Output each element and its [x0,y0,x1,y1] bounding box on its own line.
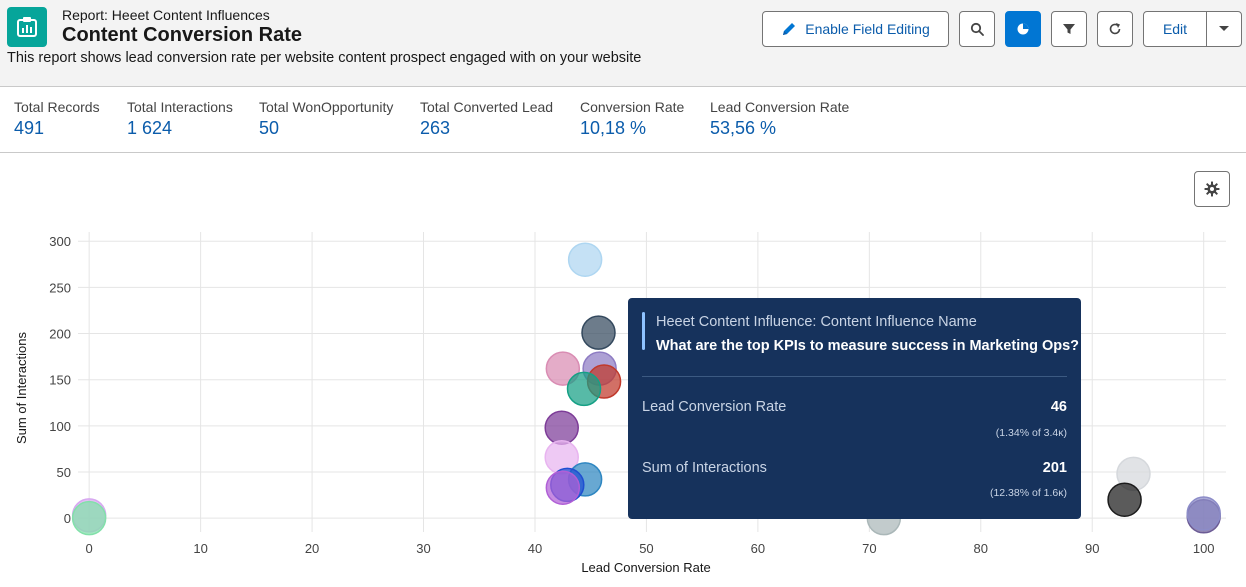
x-tick-label: 10 [193,541,207,556]
summary-bar: Total Records 491 Total Interactions 1 6… [0,88,1246,153]
refresh-button[interactable] [1097,11,1133,47]
stat-label: Total WonOpportunity [259,99,394,115]
refresh-icon [1109,23,1121,35]
scatter-point[interactable] [1107,482,1142,517]
scatter-point[interactable] [71,500,107,536]
stat-value: 53,56 % [710,118,777,138]
scatter-point[interactable] [1186,496,1221,531]
y-tick-label: 100 [49,419,71,434]
scatter-point[interactable] [545,470,581,505]
y-tick-label: 0 [64,511,71,526]
page-title: Content Conversion Rate [62,24,303,46]
stat-value: 1 624 [127,118,173,138]
stat-total-interactions: Total Interactions 1 624 [127,99,233,139]
y-tick-label: 300 [49,234,71,249]
enable-field-editing-button[interactable]: Enable Field Editing [762,11,949,47]
x-tick-label: 20 [305,541,319,556]
edit-button[interactable]: Edit [1143,11,1207,47]
tooltip-row-share: (1.34% of 3.4ᴋ) [995,427,1067,439]
y-tick-label: 250 [49,280,71,295]
x-axis-label: Lead Conversion Rate [581,560,710,575]
x-tick-label: 90 [1085,541,1099,556]
tooltip-row-label: Lead Conversion Rate [642,399,787,415]
y-tick-label: 200 [49,327,71,342]
y-tick-label: 150 [49,373,71,388]
stat-label: Total Interactions [127,99,233,115]
stat-conversion-rate: Conversion Rate 10,18 % [580,99,684,139]
x-tick-label: 60 [751,541,765,556]
tooltip-row-value: 46 [1050,399,1067,415]
tooltip-accent-bar [642,312,645,350]
report-header: Report: Heeet Content Influences Content… [0,0,1246,87]
edit-menu-button[interactable] [1206,11,1242,47]
stat-label: Lead Conversion Rate [710,99,850,115]
scatter-point[interactable] [581,315,616,350]
filter-icon [1063,24,1075,34]
chart-toggle-button[interactable] [1005,11,1041,47]
scatter-point[interactable] [566,371,602,407]
stat-label: Total Records [14,99,100,115]
stat-total-converted-lead: Total Converted Lead 263 [420,99,553,139]
scatter-point[interactable] [544,410,579,445]
x-tick-label: 0 [86,541,93,556]
gear-icon [1204,181,1220,197]
scatter-point[interactable] [545,351,581,386]
stat-lead-conversion-rate: Lead Conversion Rate 53,56 % [710,99,849,139]
x-tick-label: 40 [528,541,542,556]
stat-total-won-opportunity: Total WonOpportunity 50 [259,99,393,139]
report-description: This report shows lead conversion rate p… [7,50,642,66]
tooltip-row-value: 201 [1042,460,1067,476]
filter-button[interactable] [1051,11,1087,47]
chart-icon [1017,23,1029,35]
chart-tooltip: Heeet Content Influence: Content Influen… [628,298,1081,519]
scatter-point[interactable] [567,242,603,277]
pencil-icon [783,23,796,35]
report-kind: Report: Heeet Content Influences [62,7,270,23]
stat-value: 50 [259,118,280,138]
tooltip-field-label: Heeet Content Influence: Content Influen… [656,314,977,330]
tooltip-row-share: (12.38% of 1.6ᴋ) [989,487,1067,499]
stat-value: 491 [14,118,45,138]
chart-settings-button[interactable] [1194,171,1230,207]
stat-total-records: Total Records 491 [14,99,100,139]
enable-field-editing-label: Enable Field Editing [805,21,930,37]
x-tick-label: 80 [974,541,988,556]
search-icon [970,22,984,36]
y-tick-label: 50 [57,465,71,480]
stat-label: Conversion Rate [580,99,685,115]
chevron-down-icon [1219,26,1229,31]
x-tick-label: 50 [639,541,653,556]
x-tick-label: 70 [862,541,876,556]
tooltip-item-name: What are the top KPIs to measure success… [656,338,1080,354]
report-icon [7,7,47,47]
stat-value: 263 [420,118,451,138]
tooltip-row-label: Sum of Interactions [642,460,767,476]
y-axis-label: Sum of Interactions [14,332,29,444]
tooltip-divider [642,376,1067,377]
x-tick-label: 100 [1193,541,1215,556]
x-tick-label: 30 [416,541,430,556]
stat-value: 10,18 % [580,118,647,138]
search-button[interactable] [959,11,995,47]
stat-label: Total Converted Lead [420,99,554,115]
